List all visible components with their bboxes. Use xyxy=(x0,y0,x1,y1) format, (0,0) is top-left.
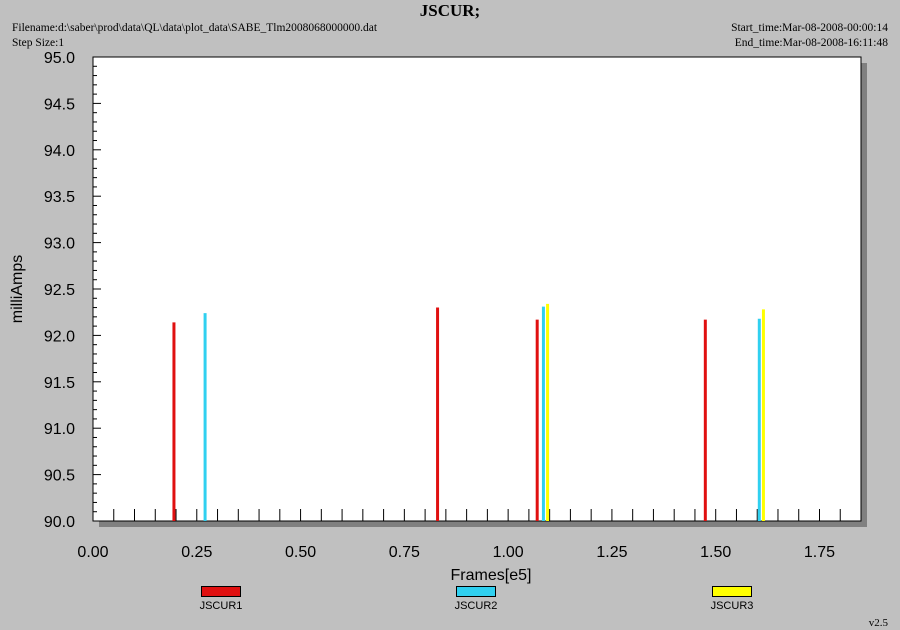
x-tick-label: 0.50 xyxy=(285,544,316,561)
x-tick-label: 0.00 xyxy=(77,544,108,561)
x-axis-title: Frames[e5] xyxy=(451,567,532,584)
y-tick-label: 95.0 xyxy=(44,50,75,67)
legend-swatch-jscur3 xyxy=(712,586,752,597)
step-size-label: Step Size:1 xyxy=(12,37,65,49)
legend-item-jscur3: JSCUR3 xyxy=(687,586,777,612)
y-tick-label: 92.5 xyxy=(44,282,75,299)
x-tick-label: 0.75 xyxy=(389,544,420,561)
x-tick-label: 1.25 xyxy=(596,544,627,561)
y-tick-label: 93.0 xyxy=(44,236,75,253)
x-tick-label: 1.75 xyxy=(804,544,835,561)
plot-area xyxy=(92,56,862,522)
y-axis-title: milliAmps xyxy=(9,255,26,323)
legend-item-jscur2: JSCUR2 xyxy=(431,586,521,612)
legend-label-jscur1: JSCUR1 xyxy=(199,600,243,612)
filename-label: Filename:d:\saber\prod\data\QL\data\plot… xyxy=(12,22,378,34)
y-tick-label: 92.0 xyxy=(44,328,75,345)
legend-swatch-jscur2 xyxy=(456,586,496,597)
legend-label-jscur2: JSCUR2 xyxy=(454,600,498,612)
y-tick-label: 93.5 xyxy=(44,189,75,206)
y-tick-label: 94.5 xyxy=(44,96,75,113)
y-tick-label: 91.0 xyxy=(44,421,75,438)
y-tick-label: 90.0 xyxy=(44,514,75,531)
y-tick-label: 94.0 xyxy=(44,143,75,160)
end-time-label: End_time:Mar-08-2008-16:11:48 xyxy=(734,37,888,49)
x-tick-label: 1.00 xyxy=(493,544,524,561)
legend-label-jscur3: JSCUR3 xyxy=(710,600,754,612)
chart-title: JSCUR; xyxy=(419,1,481,20)
x-tick-label: 0.25 xyxy=(181,544,212,561)
legend-swatch-jscur1 xyxy=(201,586,241,597)
legend-item-jscur1: JSCUR1 xyxy=(176,586,266,612)
y-tick-label: 91.5 xyxy=(44,375,75,392)
x-tick-label: 1.50 xyxy=(700,544,731,561)
start-time-label: Start_time:Mar-08-2008-00:00:14 xyxy=(731,22,888,34)
version-label: v2.5 xyxy=(868,617,888,629)
y-tick-label: 90.5 xyxy=(44,468,75,485)
